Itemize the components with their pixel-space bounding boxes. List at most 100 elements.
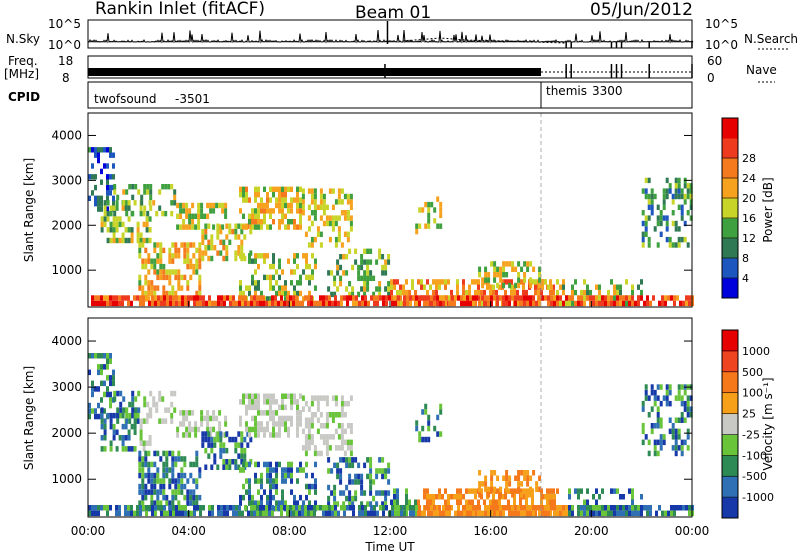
heatmap-cell — [529, 475, 533, 481]
heatmap-cell — [348, 248, 352, 254]
heatmap-cell — [384, 495, 388, 502]
heatmap-cell — [113, 184, 117, 190]
heatmap-cell — [121, 423, 125, 430]
heatmap-cell — [260, 197, 263, 203]
power-colorbar-tick-label: 8 — [742, 252, 749, 265]
heatmap-cell — [346, 505, 349, 511]
heatmap-cell — [307, 439, 311, 446]
heatmap-cell — [116, 412, 120, 419]
heatmap-cell — [254, 208, 257, 214]
heatmap-cell — [499, 272, 503, 278]
heatmap-cell — [106, 505, 109, 511]
heatmap-cell — [169, 510, 172, 517]
heatmap-cell — [272, 219, 275, 225]
heatmap-cell — [180, 483, 184, 490]
heatmap-cell — [206, 410, 210, 416]
heatmap-cell — [263, 410, 266, 416]
heatmap-cell — [333, 495, 337, 502]
heatmap-cell — [549, 488, 552, 494]
heatmap-cell — [287, 393, 290, 399]
heatmap-cell — [391, 505, 394, 511]
heatmap-cell — [257, 500, 260, 506]
heatmap-cell — [180, 285, 184, 291]
heatmap-cell — [484, 481, 488, 487]
heatmap-cell — [137, 390, 141, 397]
heatmap-cell — [310, 220, 314, 227]
heatmap-cell — [388, 295, 391, 301]
heatmap-cell — [346, 295, 349, 301]
heatmap-cell — [179, 213, 183, 219]
heatmap-cell — [257, 399, 260, 405]
heatmap-cell — [128, 418, 132, 424]
heatmap-cell — [472, 505, 475, 511]
heatmap-cell — [139, 295, 142, 301]
heatmap-cell — [664, 510, 667, 517]
heatmap-cell — [248, 461, 251, 468]
heatmap-cell — [327, 495, 331, 502]
heatmap-cell — [88, 505, 91, 511]
heatmap-cell — [296, 224, 299, 230]
heatmap-cell — [242, 197, 245, 203]
heatmap-cell — [234, 234, 238, 240]
heatmap-cell — [337, 199, 341, 205]
heatmap-cell — [665, 226, 669, 232]
heatmap-cell — [322, 395, 326, 401]
heatmap-cell — [595, 300, 598, 307]
heatmap-cell — [218, 421, 222, 427]
heatmap-cell — [263, 399, 266, 405]
heatmap-cell — [674, 428, 678, 435]
heatmap-cell — [161, 184, 165, 190]
heatmap-cell — [174, 290, 178, 297]
heatmap-cell — [519, 488, 522, 494]
heatmap-cell — [631, 510, 634, 517]
heatmap-cell — [184, 295, 187, 301]
heatmap-cell — [257, 461, 260, 468]
heatmap-cell — [520, 266, 524, 272]
heatmap-cell — [529, 492, 533, 498]
heatmap-cell — [325, 434, 329, 440]
heatmap-cell — [517, 295, 520, 301]
heatmap-cell — [186, 280, 190, 286]
heatmap-cell — [115, 216, 119, 222]
heatmap-cell — [348, 281, 352, 287]
heatmap-cell — [130, 300, 133, 307]
heatmap-cell — [269, 263, 272, 270]
heatmap-cell — [142, 505, 145, 511]
heatmap-cell — [346, 231, 350, 237]
x-tick-label: 00:00 — [71, 524, 106, 538]
heatmap-cell — [680, 439, 684, 446]
heatmap-cell — [439, 300, 442, 307]
heatmap-cell — [211, 510, 214, 517]
heatmap-cell — [492, 499, 495, 505]
heatmap-cell — [351, 291, 355, 298]
heatmap-cell — [469, 300, 472, 307]
heatmap-cell — [580, 510, 583, 517]
heatmap-cell — [305, 263, 308, 270]
cpid-segment-2-name: themis — [546, 84, 587, 98]
heatmap-cell — [209, 432, 213, 438]
heatmap-cell — [178, 505, 181, 511]
heatmap-cell — [248, 500, 251, 506]
heatmap-cell — [456, 279, 459, 285]
heatmap-cell — [680, 384, 684, 390]
heatmap-cell — [595, 284, 598, 290]
heatmap-cell — [147, 472, 151, 479]
heatmap-cell — [263, 426, 266, 433]
heatmap-cell — [260, 224, 263, 230]
heatmap-cell — [517, 475, 521, 481]
heatmap-cell — [333, 501, 337, 507]
heatmap-cell — [529, 510, 532, 517]
heatmap-cell — [327, 468, 331, 474]
heatmap-cell — [248, 219, 251, 225]
power-colorbar-tick-label: 24 — [742, 172, 756, 185]
heatmap-cell — [643, 505, 646, 511]
heatmap-cell — [234, 223, 238, 229]
heatmap-cell — [316, 395, 320, 401]
heatmap-cell — [103, 380, 106, 387]
heatmap-cell — [237, 245, 241, 251]
heatmap-cell — [613, 510, 616, 517]
heatmap-cell — [121, 446, 125, 452]
heatmap-cell — [668, 183, 672, 189]
heatmap-cell — [97, 510, 100, 517]
heatmap-cell — [680, 450, 684, 457]
